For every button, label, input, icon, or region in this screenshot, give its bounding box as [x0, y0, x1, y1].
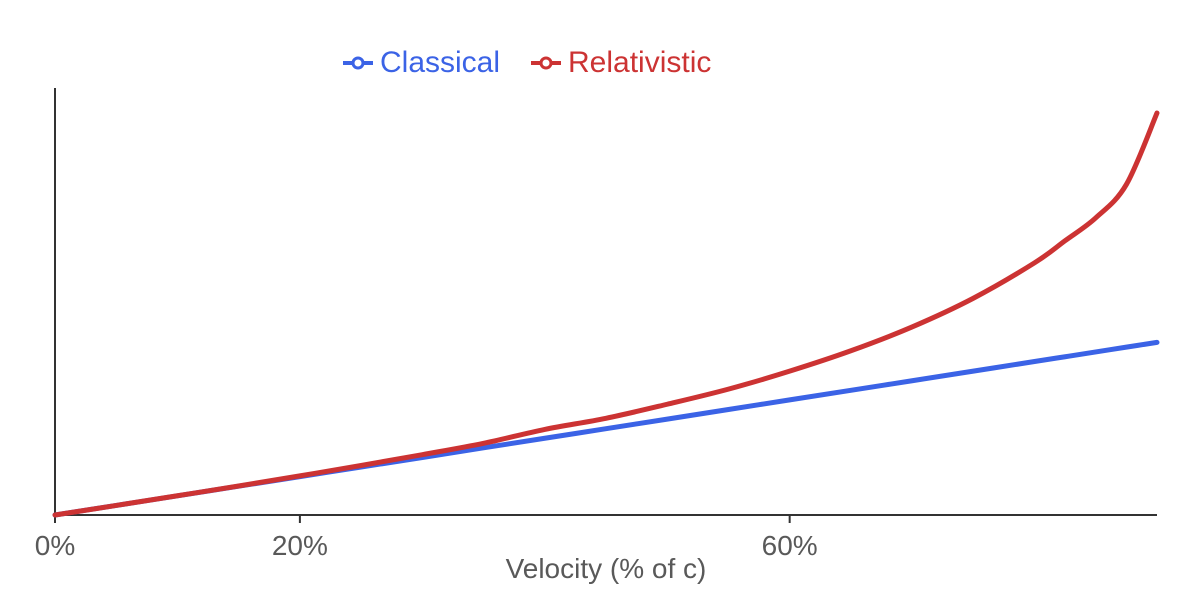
x-tick-label: 60%	[762, 530, 818, 561]
legend-marker-relativistic	[539, 56, 553, 70]
legend-item-classical[interactable]: Classical	[343, 46, 500, 79]
x-axis-title: Velocity (% of c)	[506, 553, 707, 584]
series-line-relativistic[interactable]	[52, 110, 1160, 518]
x-tick-labels: 0% 20% 60%	[35, 530, 818, 561]
x-tick-marks	[54, 515, 791, 523]
legend-label-classical: Classical	[380, 46, 500, 79]
legend: Classical Relativistic	[343, 46, 711, 79]
x-tick-label: 20%	[272, 530, 328, 561]
legend-label-relativistic: Relativistic	[568, 46, 711, 79]
series-group	[52, 110, 1160, 518]
x-tick-label: 0%	[35, 530, 75, 561]
legend-marker-classical	[351, 56, 365, 70]
legend-item-relativistic[interactable]: Relativistic	[531, 46, 711, 79]
